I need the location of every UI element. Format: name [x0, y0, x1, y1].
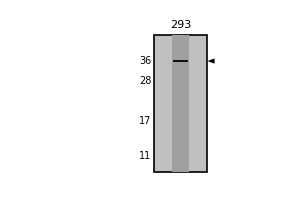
Bar [173, 60, 188, 62]
Text: 28: 28 [139, 76, 152, 86]
Text: 293: 293 [170, 20, 191, 30]
Bar [173, 60, 188, 62]
Bar [172, 35, 189, 172]
Bar [173, 60, 188, 62]
Bar [173, 60, 188, 62]
Polygon shape [208, 59, 214, 63]
Text: 11: 11 [139, 151, 152, 161]
Bar [154, 35, 207, 172]
Text: 17: 17 [139, 116, 152, 126]
Text: 36: 36 [139, 56, 152, 66]
Bar [173, 60, 188, 62]
